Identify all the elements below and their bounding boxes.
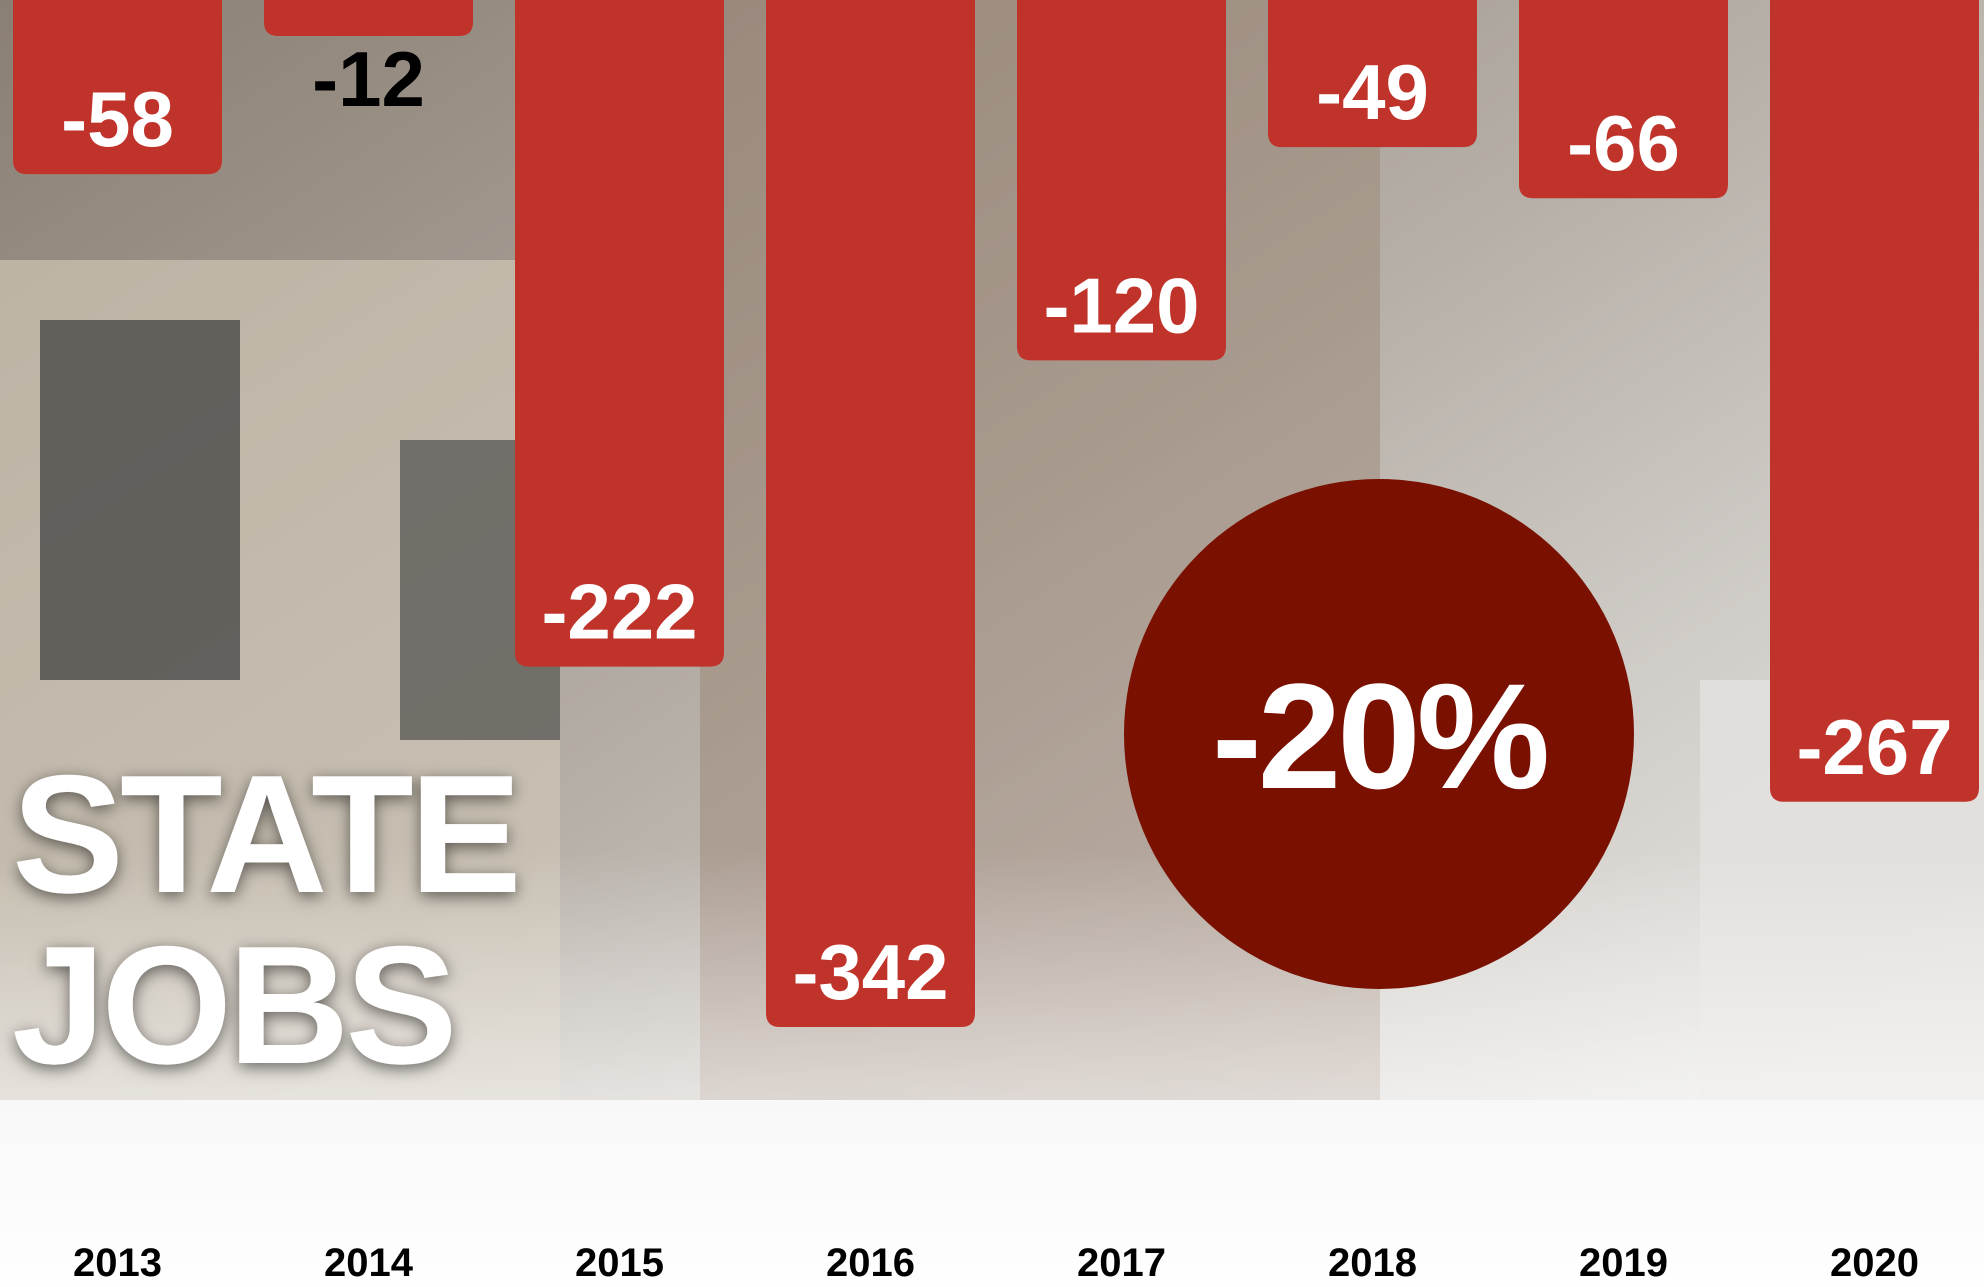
x-tick-label: 2013: [73, 1241, 162, 1285]
x-tick-label: 2019: [1579, 1241, 1668, 1285]
bar: [1268, 0, 1477, 148]
bar: [766, 0, 975, 1027]
chart-title: STATE: [12, 740, 518, 928]
bar: [13, 0, 222, 175]
annotation-text: -20%: [1212, 652, 1547, 820]
bar: [1519, 0, 1728, 199]
bar: [1017, 0, 1226, 361]
x-tick-label: 2016: [826, 1241, 915, 1285]
value-label: -58: [61, 75, 174, 163]
value-label: -222: [541, 568, 697, 656]
chart-title: JOBS: [12, 911, 454, 1099]
bar: [515, 0, 724, 667]
value-label: -267: [1796, 703, 1952, 791]
value-label: -342: [792, 928, 948, 1016]
value-label: -49: [1316, 48, 1429, 136]
bar: [264, 0, 473, 37]
x-tick-label: 2018: [1328, 1241, 1417, 1285]
x-tick-label: 2015: [575, 1241, 664, 1285]
value-label: -66: [1567, 99, 1680, 187]
annotation-circle: [1124, 479, 1634, 989]
x-tick-label: 2020: [1830, 1241, 1919, 1285]
bar: [1770, 0, 1979, 802]
x-tick-label: 2014: [324, 1241, 414, 1285]
x-tick-label: 2017: [1077, 1241, 1166, 1285]
value-label: -120: [1043, 261, 1199, 349]
value-label: -12: [312, 35, 425, 123]
